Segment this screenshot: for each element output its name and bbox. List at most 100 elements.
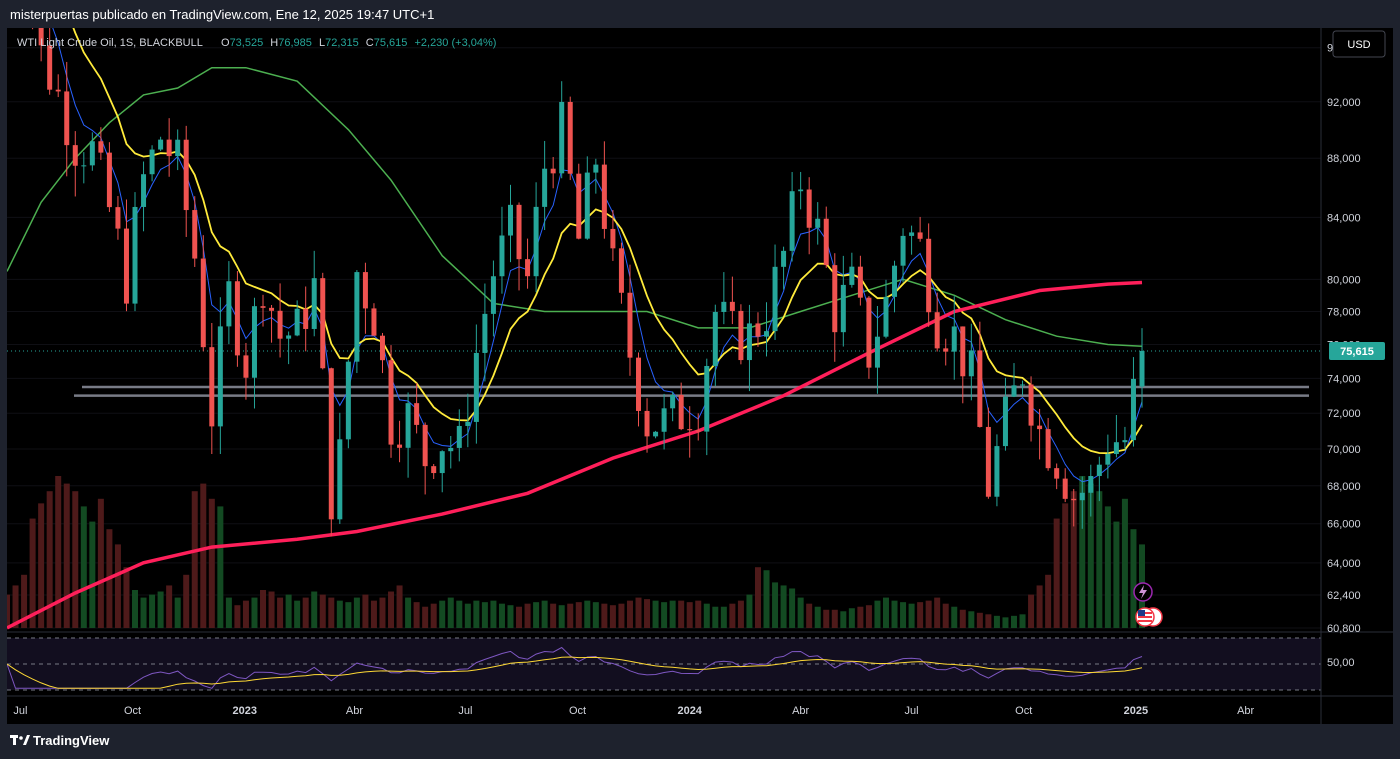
candle[interactable] [721,272,727,325]
candle[interactable] [755,312,761,347]
candle[interactable] [166,118,172,177]
candle[interactable] [1113,414,1119,458]
candle[interactable] [806,177,812,255]
candle[interactable] [823,206,829,268]
candle[interactable] [1122,426,1128,450]
candle[interactable] [397,420,403,463]
candle[interactable] [354,270,360,374]
candle[interactable] [337,412,343,524]
candle[interactable] [47,24,53,95]
candle[interactable] [883,279,889,339]
candle[interactable] [729,276,735,325]
candle[interactable] [798,171,804,210]
candle[interactable] [687,406,693,458]
candle[interactable] [874,306,880,394]
candle[interactable] [1020,380,1026,396]
candle[interactable] [670,391,676,422]
candle[interactable] [618,242,624,304]
candle[interactable] [183,125,189,237]
candle[interactable] [200,235,206,352]
candle[interactable] [81,152,87,184]
candle[interactable] [772,244,778,340]
currency-button[interactable]: USD [1332,30,1386,58]
candle[interactable] [576,163,582,240]
candle[interactable] [388,345,394,458]
candle[interactable] [926,223,932,327]
candle[interactable] [490,260,496,337]
candle[interactable] [277,283,283,358]
candle[interactable] [1130,357,1136,447]
candle[interactable] [934,292,940,352]
candle[interactable] [584,156,590,240]
candle[interactable] [1002,377,1008,451]
candle[interactable] [448,435,454,469]
candle[interactable] [695,413,701,441]
candle[interactable] [226,261,232,345]
candle[interactable] [311,250,317,337]
candle[interactable] [303,286,309,352]
candle[interactable] [269,304,275,343]
candle[interactable] [209,323,215,454]
candle[interactable] [379,332,385,374]
candle[interactable] [951,296,957,380]
candle[interactable] [1054,463,1060,490]
candle[interactable] [746,304,752,392]
candle[interactable] [345,360,351,449]
candle[interactable] [1088,464,1094,517]
candle[interactable] [704,358,710,456]
candle[interactable] [567,96,573,181]
candle[interactable] [525,238,531,289]
candle[interactable] [217,297,223,455]
candle[interactable] [764,302,770,357]
candle[interactable] [1071,488,1077,527]
candle[interactable] [260,294,266,327]
candle[interactable] [661,393,667,450]
candle[interactable] [192,196,198,267]
candle[interactable] [30,0,36,30]
us-flag-event-icon[interactable] [1135,607,1163,627]
candle[interactable] [89,132,95,171]
candle[interactable] [985,407,991,499]
candle[interactable] [857,255,863,306]
candle[interactable] [943,338,949,366]
candle[interactable] [678,382,684,431]
candle[interactable] [593,158,599,194]
candle[interactable] [123,199,129,312]
candle[interactable] [516,202,522,291]
candle[interactable] [294,300,300,337]
chart-frame[interactable]: 96,00092,00088,00084,00080,00078,00076,0… [4,0,1393,724]
candle[interactable] [72,131,78,197]
candle[interactable] [456,409,462,462]
candle[interactable] [1011,363,1017,398]
candle[interactable] [55,74,61,98]
candles[interactable] [7,0,1145,537]
candle[interactable] [499,206,505,294]
candle[interactable] [482,283,488,382]
candle[interactable] [234,271,240,367]
candle[interactable] [892,260,898,313]
candle[interactable] [977,321,983,428]
candle[interactable] [422,422,428,495]
candle[interactable] [1062,468,1068,503]
candle[interactable] [414,383,420,434]
candle[interactable] [362,262,368,334]
candle[interactable] [849,252,855,288]
candle[interactable] [815,202,821,245]
candle[interactable] [371,303,377,336]
candle[interactable] [106,142,112,213]
candle[interactable] [286,331,292,365]
candle[interactable] [866,296,872,379]
candle[interactable] [141,161,147,232]
candle[interactable] [132,192,138,312]
candle[interactable] [627,264,633,376]
candle[interactable] [789,172,795,262]
candle[interactable] [507,184,513,263]
candle[interactable] [158,136,164,152]
candle[interactable] [636,352,642,427]
candle[interactable] [149,145,155,182]
candle[interactable] [601,141,607,239]
candle[interactable] [781,246,787,290]
candle[interactable] [738,304,744,365]
candle[interactable] [431,463,437,479]
candle[interactable] [1028,376,1034,442]
